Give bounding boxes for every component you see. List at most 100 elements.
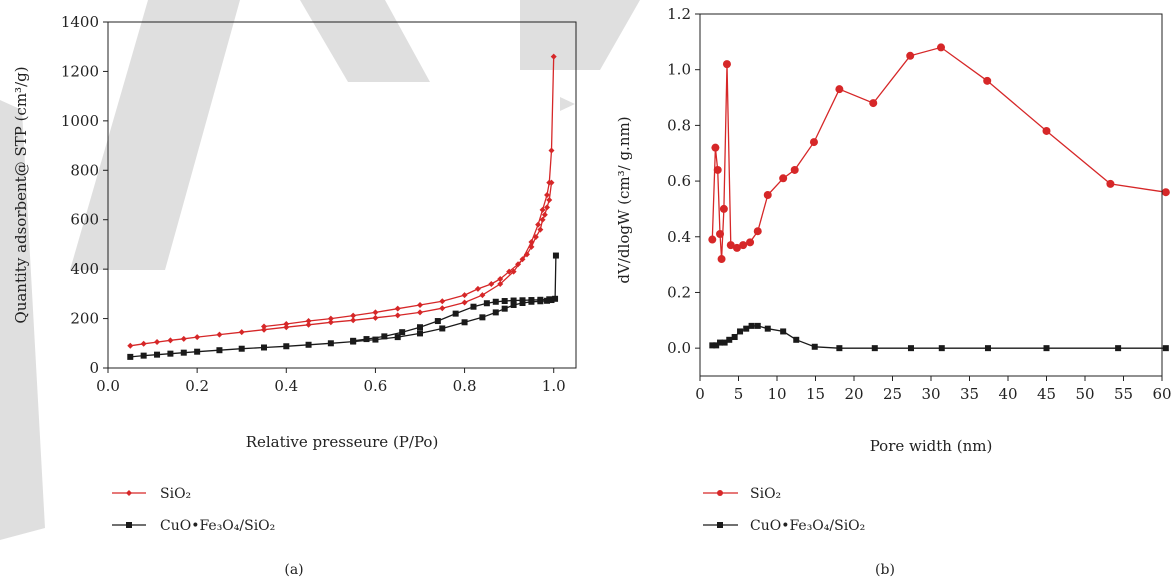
- watermark-stroke-1: [0, 100, 45, 540]
- panel-a-y-ticks: 0 200 400 600 800 1000 1200 1400: [61, 13, 108, 377]
- x-tick-label: 0: [695, 385, 705, 403]
- square-marker: [492, 298, 499, 305]
- panel-b-series: [708, 43, 1170, 352]
- panel-a-legend-item-sio2: SiO₂: [112, 486, 191, 502]
- square-marker: [1043, 345, 1050, 352]
- square-marker: [350, 337, 357, 344]
- square-marker: [528, 297, 535, 304]
- square-marker: [737, 328, 744, 335]
- square-marker: [452, 310, 459, 317]
- panel-a-plot-frame: [107, 21, 577, 369]
- diamond-marker: [283, 321, 290, 328]
- diamond-marker: [439, 298, 446, 305]
- circle-marker: [732, 243, 741, 252]
- square-marker: [871, 345, 878, 352]
- diamond-marker: [417, 301, 423, 308]
- series-line-3: [353, 298, 550, 342]
- square-marker: [1162, 345, 1169, 352]
- square-marker: [194, 348, 201, 355]
- diamond-marker: [154, 339, 161, 346]
- circle-marker: [726, 241, 735, 250]
- y-tick-label: 0.4: [667, 228, 691, 246]
- diamond-marker: [548, 179, 555, 186]
- square-marker: [546, 296, 553, 303]
- square-marker: [537, 296, 544, 303]
- diamond-marker: [238, 329, 245, 336]
- y-tick-label: 1.2: [667, 5, 691, 23]
- square-marker: [743, 325, 750, 332]
- circle-marker: [809, 138, 818, 147]
- square-marker: [552, 252, 559, 259]
- x-tick-label: 50: [1075, 385, 1094, 403]
- y-tick-label: 0.0: [667, 339, 691, 357]
- x-tick-label: 10: [767, 385, 786, 403]
- legend-swatch-marker: [717, 522, 723, 528]
- series-line-2: [130, 255, 557, 358]
- diamond-marker: [372, 314, 379, 321]
- square-marker: [434, 318, 441, 325]
- diamond-marker: [515, 261, 522, 268]
- square-marker: [984, 345, 991, 352]
- circle-marker: [1042, 126, 1051, 135]
- square-marker: [721, 339, 728, 346]
- diamond-marker: [327, 319, 334, 326]
- square-marker: [748, 322, 755, 329]
- x-tick-label: 20: [844, 385, 863, 403]
- x-tick-label: 25: [883, 385, 902, 403]
- circle-marker: [719, 204, 728, 213]
- panel-b-y-ticks: 0.0 0.2 0.4 0.6 0.8 1.0 1.2: [667, 5, 700, 357]
- square-marker: [305, 341, 312, 348]
- x-tick-label: 0.2: [185, 377, 209, 395]
- panel-a: 0.0 0.2 0.4 0.6 0.8 1.0 0 200 400 600 800 1000 1200…: [12, 13, 577, 578]
- square-marker: [261, 344, 267, 351]
- diamond-marker: [474, 285, 481, 292]
- diamond-marker: [548, 147, 555, 154]
- circle-marker: [1106, 179, 1115, 188]
- diamond-marker: [528, 243, 535, 250]
- circle-marker: [937, 43, 946, 52]
- panel-b-legend: SiO₂ CuO•Fe₃O₄/SiO₂: [703, 486, 865, 534]
- x-tick-label: 55: [1114, 385, 1133, 403]
- diamond-marker: [461, 292, 468, 299]
- y-tick-label: 800: [70, 161, 99, 179]
- circle-marker: [711, 143, 720, 152]
- diamond-marker: [539, 216, 546, 223]
- y-tick-label: 0: [89, 359, 99, 377]
- diamond-marker: [544, 192, 551, 198]
- circle-marker: [835, 85, 844, 94]
- diamond-marker: [544, 204, 551, 211]
- square-marker: [381, 333, 388, 340]
- square-marker: [363, 336, 370, 343]
- y-tick-label: 0.6: [667, 172, 691, 190]
- diamond-marker: [479, 292, 486, 299]
- square-marker: [216, 347, 223, 354]
- square-marker: [510, 301, 517, 308]
- diamond-marker: [283, 324, 290, 331]
- circle-marker: [790, 165, 799, 174]
- square-marker: [180, 349, 187, 356]
- diamond-marker: [461, 299, 468, 306]
- x-tick-label: 1.0: [542, 377, 566, 395]
- y-tick-label: 1200: [61, 62, 99, 80]
- diamond-marker: [497, 280, 504, 287]
- square-marker: [501, 298, 508, 305]
- square-marker: [938, 345, 945, 352]
- square-marker: [399, 329, 406, 336]
- x-tick-label: 30: [921, 385, 940, 403]
- legend-swatch-marker: [126, 522, 132, 528]
- square-marker: [327, 340, 334, 347]
- y-tick-label: 1.0: [667, 61, 691, 79]
- diamond-marker: [350, 317, 357, 324]
- diamond-marker: [488, 280, 495, 287]
- x-tick-label: 35: [960, 385, 979, 403]
- series-line-0: [711, 46, 1166, 260]
- watermark-stroke-3: [300, 0, 430, 82]
- panel-b: 0 5 10 15 20 25 30 35 40 45 50 55 60 0.0 0.2 0.4 0.6 0.8…: [615, 5, 1172, 578]
- square-marker: [283, 343, 290, 350]
- square-marker: [780, 328, 787, 335]
- diamond-marker: [305, 318, 312, 325]
- y-tick-label: 200: [70, 310, 99, 328]
- panel-b-legend-item-sio2: SiO₂: [703, 486, 781, 502]
- legend-label: CuO•Fe₃O₄/SiO₂: [750, 518, 865, 534]
- square-marker: [510, 297, 517, 304]
